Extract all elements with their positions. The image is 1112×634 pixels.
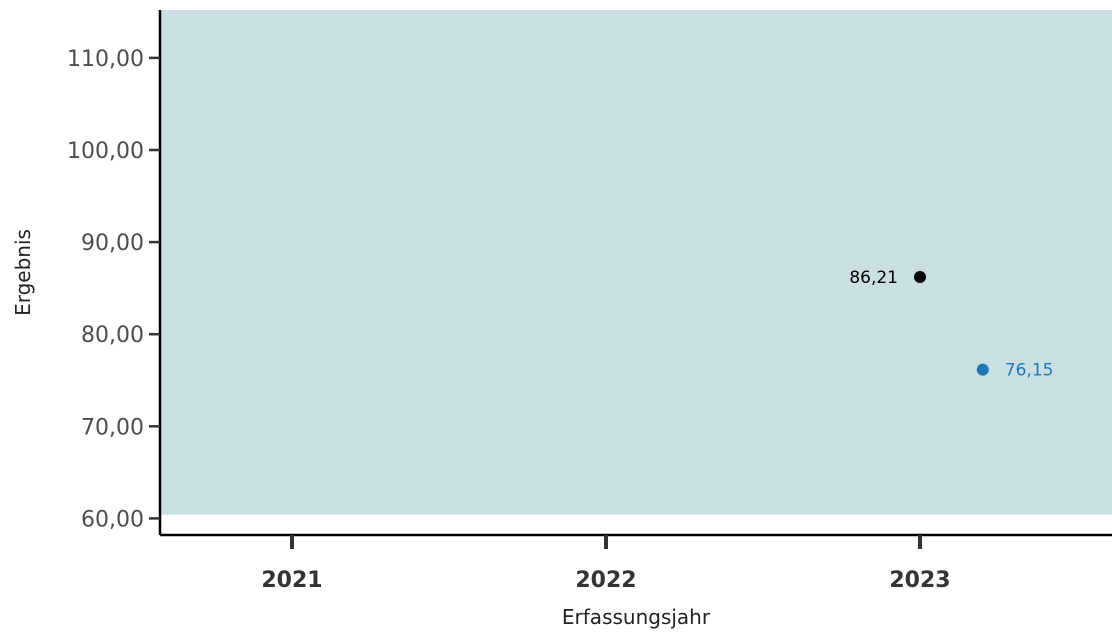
- x-tick-label: 2022: [575, 568, 636, 593]
- y-tick-label: 90,00: [81, 231, 144, 256]
- data-point: [914, 271, 926, 284]
- y-axis: 60,00 70,00 80,00 90,00 100,00 110,00: [67, 10, 162, 535]
- x-axis: 2021 2022 2023: [160, 533, 1112, 593]
- y-axis-title: Ergebnis: [11, 229, 35, 316]
- y-tick-label: 100,00: [67, 139, 144, 164]
- y-tick-label: 60,00: [81, 507, 144, 532]
- data-label: 76,15: [1005, 361, 1054, 381]
- y-tick-label: 70,00: [81, 415, 144, 440]
- data-point: [976, 363, 989, 376]
- reference-band: [160, 10, 1112, 515]
- y-tick-label: 80,00: [81, 323, 144, 348]
- data-points: 86,21 76,15: [849, 268, 1053, 381]
- x-tick-label: 2021: [261, 568, 322, 593]
- data-label: 86,21: [849, 268, 898, 288]
- y-tick-label: 110,00: [67, 47, 144, 72]
- x-axis-title: Erfassungsjahr: [562, 605, 711, 629]
- x-tick-label: 2023: [889, 568, 950, 593]
